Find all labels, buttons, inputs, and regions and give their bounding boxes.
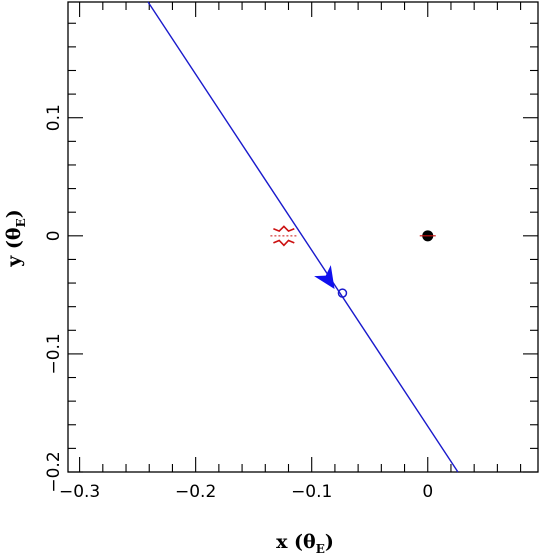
x-axis-label: x (θE) [276, 531, 334, 555]
tick-labels: −0.3 −0.2 −0.1 0−0.2−0.100.1 [44, 104, 433, 502]
source-marker [337, 288, 348, 298]
plot-series [147, 1, 459, 473]
y-tick-label: 0.1 [44, 104, 64, 131]
plot-frame [67, 1, 539, 473]
x-tick-label: −0.3 [59, 482, 100, 502]
y-tick-label: −0.2 [44, 451, 64, 492]
tick-marks [68, 2, 538, 473]
caustic-upper [273, 225, 295, 233]
x-tick-label: −0.2 [175, 482, 216, 502]
caustic-lower [273, 239, 295, 247]
y-tick-label: 0 [44, 230, 64, 241]
y-axis-label: y (θE) [3, 209, 28, 268]
x-tick-label: 0 [422, 482, 433, 502]
x-tick-label: −0.1 [291, 482, 332, 502]
y-tick-label: −0.1 [44, 333, 64, 374]
source-trajectory [147, 1, 459, 473]
direction-arrow [314, 265, 335, 289]
